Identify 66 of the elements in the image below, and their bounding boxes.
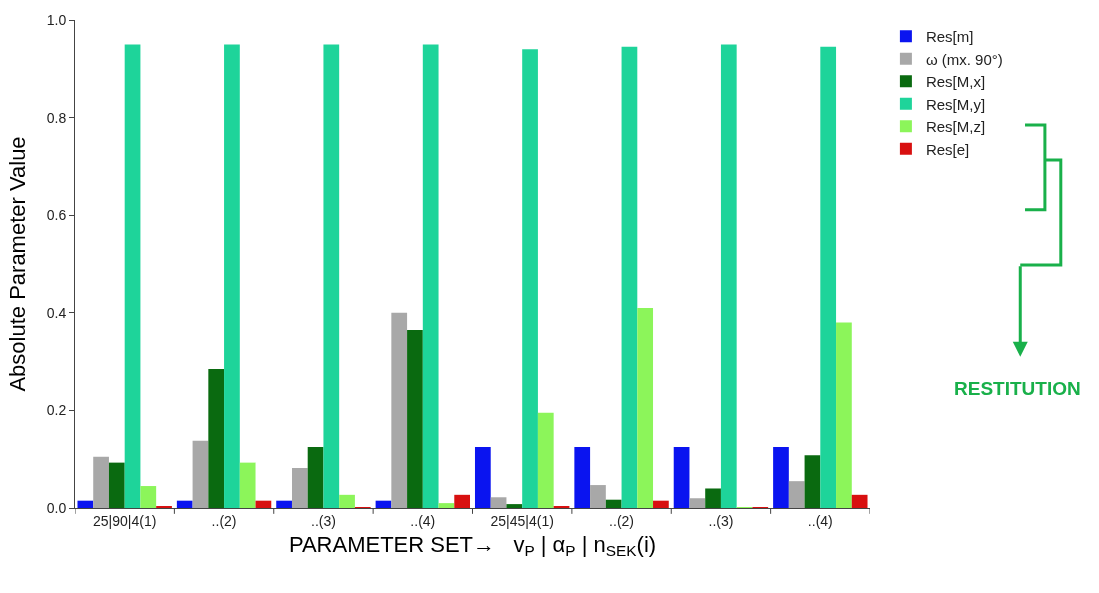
y-tick-label: 0.2 <box>46 402 67 419</box>
x-tick-label: ..(4) <box>807 512 833 529</box>
bar <box>720 44 737 508</box>
bar <box>506 504 523 508</box>
bar <box>836 322 852 508</box>
bar <box>653 500 669 508</box>
bar <box>93 456 109 508</box>
x-tick-label: ..(2) <box>211 512 237 529</box>
bar <box>454 494 471 508</box>
x-tick-label: ..(3) <box>310 512 336 529</box>
bar <box>124 44 141 508</box>
legend-label: Res[M,y] <box>925 95 986 113</box>
y-tick-label: 0.0 <box>46 499 67 516</box>
bar <box>224 44 240 508</box>
bar <box>788 481 805 508</box>
x-tick-label: 25|90|4(1) <box>93 512 157 529</box>
bar <box>820 46 837 508</box>
bar <box>422 44 439 508</box>
x-tick-label: 25|45|4(1) <box>490 512 554 529</box>
legend-label: Res[M,x] <box>925 73 986 91</box>
bar <box>804 455 821 508</box>
text: RESTITUTION <box>954 378 1081 399</box>
bar <box>537 412 554 508</box>
y-axis-title: Absolute Parameter Value <box>4 136 30 392</box>
bar <box>77 500 94 508</box>
bar <box>574 447 591 508</box>
bar <box>239 462 256 508</box>
y-tick-label: 0.8 <box>46 109 67 126</box>
bar <box>140 486 157 508</box>
y-tick-label: 0.4 <box>46 304 67 321</box>
bar <box>851 494 868 508</box>
bar <box>323 44 340 508</box>
bar <box>590 485 606 508</box>
bar <box>291 467 308 508</box>
legend-label: Res[m] <box>925 28 974 46</box>
bar <box>621 46 638 508</box>
bar <box>490 497 507 508</box>
bar <box>438 503 455 508</box>
bar <box>208 368 225 508</box>
x-tick-label: ..(2) <box>609 512 635 529</box>
bar <box>773 447 789 508</box>
bar <box>705 488 721 508</box>
bar <box>522 49 538 508</box>
bar <box>276 500 292 508</box>
bar <box>176 500 193 508</box>
legend-label: ω (mx. 90°) <box>925 50 1003 68</box>
bar <box>689 498 706 508</box>
bar <box>255 500 272 508</box>
x-tick-label: ..(4) <box>410 512 436 529</box>
bar <box>192 440 209 508</box>
bar <box>339 494 355 508</box>
bar <box>108 462 125 508</box>
legend-label: Res[e] <box>925 140 970 158</box>
bar <box>391 312 408 508</box>
legend-label: Res[M,z] <box>925 118 986 136</box>
x-tick-label: ..(3) <box>708 512 734 529</box>
bar <box>637 307 654 508</box>
bar <box>407 329 423 508</box>
bar <box>307 447 324 508</box>
bar <box>673 447 690 508</box>
bar <box>605 499 622 508</box>
bar <box>375 500 392 508</box>
y-tick-label: 1.0 <box>46 11 67 28</box>
x-axis-title: PARAMETER SET→ v$_{P}$ | α$_{P}$ | n$_{SEK}$(i) <box>288 531 657 560</box>
y-tick-label: 0.6 <box>46 207 67 224</box>
bar <box>474 447 491 508</box>
